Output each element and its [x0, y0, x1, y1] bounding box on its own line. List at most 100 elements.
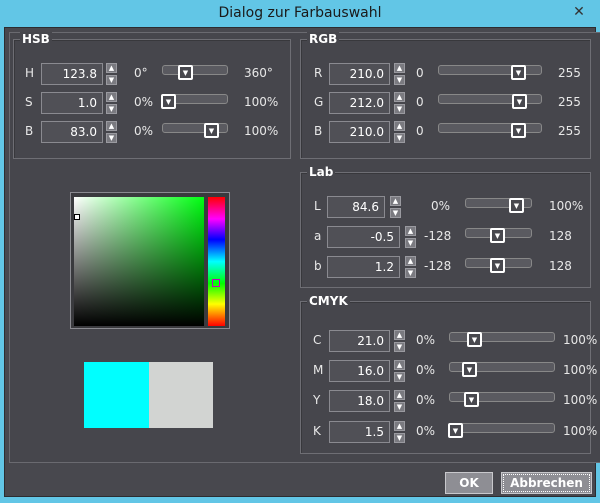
- hue-slider[interactable]: [208, 197, 225, 326]
- hsb-b-max-label: 100%: [244, 124, 279, 138]
- hsb-s-input[interactable]: 1.0: [41, 92, 103, 114]
- rgb-b-increment-icon[interactable]: ▲: [394, 121, 405, 131]
- lab-a-increment-icon[interactable]: ▲: [405, 226, 416, 236]
- cmyk-c-spinner[interactable]: ▲ ▼: [394, 330, 405, 352]
- lab-b-slider-thumb[interactable]: ▼: [490, 258, 505, 273]
- cmyk-k-increment-icon[interactable]: ▲: [394, 421, 405, 431]
- hsb-b-increment-icon[interactable]: ▲: [106, 121, 117, 131]
- rgb-b-input[interactable]: 210.0: [329, 121, 390, 143]
- cmyk-m-increment-icon[interactable]: ▲: [394, 360, 405, 370]
- cancel-button[interactable]: Abbrechen: [501, 472, 592, 494]
- sv-cursor[interactable]: [74, 214, 80, 220]
- cmyk-c-slider-track[interactable]: [449, 332, 555, 342]
- cmyk-c-input[interactable]: 21.0: [329, 330, 390, 352]
- lab-l-slider-track[interactable]: [465, 198, 532, 208]
- cmyk-c-label: C: [313, 333, 322, 347]
- hsb-b-slider-thumb[interactable]: ▼: [204, 123, 219, 138]
- cmyk-y-slider-track[interactable]: [449, 392, 555, 402]
- hsb-h-slider-thumb[interactable]: ▼: [178, 65, 193, 80]
- rgb-r-slider-thumb[interactable]: ▼: [511, 65, 526, 80]
- cmyk-y-decrement-icon[interactable]: ▼: [394, 402, 405, 412]
- lab-l-decrement-icon[interactable]: ▼: [390, 208, 401, 218]
- hsb-h-label: H: [25, 66, 35, 80]
- lab-b-label: b: [314, 259, 322, 273]
- cmyk-m-row: M 16.0 ▲ ▼ 0% ▼ 100%: [0, 360, 600, 382]
- rgb-r-input[interactable]: 210.0: [329, 63, 390, 85]
- lab-b-max-label: 128: [549, 259, 572, 273]
- cmyk-y-min-label: 0%: [416, 393, 436, 407]
- hsb-s-increment-icon[interactable]: ▲: [106, 92, 117, 102]
- lab-label: Lab: [307, 165, 336, 179]
- cmyk-m-spinner[interactable]: ▲ ▼: [394, 360, 405, 382]
- rgb-r-slider-track[interactable]: [438, 65, 542, 75]
- hsb-h-input[interactable]: 123.8: [41, 63, 103, 85]
- rgb-g-increment-icon[interactable]: ▲: [394, 92, 405, 102]
- hsb-b-min-label: 0%: [134, 124, 154, 138]
- cmyk-m-slider-thumb[interactable]: ▼: [462, 362, 477, 377]
- rgb-g-slider-thumb[interactable]: ▼: [512, 94, 527, 109]
- lab-b-input[interactable]: 1.2: [327, 256, 400, 278]
- old-color-swatch: [149, 362, 213, 428]
- lab-l-input[interactable]: 84.6: [327, 196, 385, 218]
- lab-l-spinner[interactable]: ▲ ▼: [390, 196, 401, 218]
- lab-l-increment-icon[interactable]: ▲: [390, 196, 401, 206]
- cmyk-k-max-label: 100%: [563, 424, 598, 438]
- lab-a-input[interactable]: -0.5: [327, 226, 400, 248]
- lab-b-increment-icon[interactable]: ▲: [405, 256, 416, 266]
- hsb-h-slider-track[interactable]: [162, 65, 228, 75]
- cmyk-c-slider-thumb[interactable]: ▼: [467, 332, 482, 347]
- rgb-g-max-label: 255: [558, 95, 581, 109]
- hsb-h-decrement-icon[interactable]: ▼: [106, 75, 117, 85]
- cmyk-y-label: Y: [313, 393, 321, 407]
- rgb-b-min-label: 0: [416, 124, 424, 138]
- hsb-h-increment-icon[interactable]: ▲: [106, 63, 117, 73]
- cmyk-m-max-label: 100%: [563, 363, 598, 377]
- cmyk-c-increment-icon[interactable]: ▲: [394, 330, 405, 340]
- lab-b-decrement-icon[interactable]: ▼: [405, 268, 416, 278]
- rgb-r-spinner[interactable]: ▲ ▼: [394, 63, 405, 85]
- hue-cursor[interactable]: [212, 279, 220, 287]
- hsb-s-row: S 1.0 ▲ ▼ 0% ▼ 100%: [0, 92, 600, 114]
- cmyk-y-slider-thumb[interactable]: ▼: [464, 392, 479, 407]
- cmyk-y-increment-icon[interactable]: ▲: [394, 390, 405, 400]
- hsb-b-slider-track[interactable]: [162, 123, 228, 133]
- cmyk-y-input[interactable]: 18.0: [329, 390, 390, 412]
- hsb-h-spinner[interactable]: ▲ ▼: [106, 63, 117, 85]
- cmyk-y-spinner[interactable]: ▲ ▼: [394, 390, 405, 412]
- cmyk-k-slider-track[interactable]: [449, 423, 555, 433]
- hsb-s-slider-thumb[interactable]: ▼: [161, 94, 176, 109]
- rgb-g-input[interactable]: 212.0: [329, 92, 390, 114]
- rgb-b-max-label: 255: [558, 124, 581, 138]
- rgb-r-decrement-icon[interactable]: ▼: [394, 75, 405, 85]
- close-icon[interactable]: ✕: [573, 4, 585, 20]
- rgb-g-slider-track[interactable]: [438, 94, 542, 104]
- lab-l-slider-thumb[interactable]: ▼: [509, 198, 524, 213]
- hsb-s-spinner[interactable]: ▲ ▼: [106, 92, 117, 114]
- cmyk-k-decrement-icon[interactable]: ▼: [394, 433, 405, 443]
- cmyk-m-slider-track[interactable]: [449, 362, 555, 372]
- hsb-s-decrement-icon[interactable]: ▼: [106, 104, 117, 114]
- ok-button[interactable]: OK: [445, 472, 493, 494]
- lab-a-spinner[interactable]: ▲ ▼: [405, 226, 416, 248]
- rgb-b-decrement-icon[interactable]: ▼: [394, 133, 405, 143]
- cmyk-k-input[interactable]: 1.5: [329, 421, 390, 443]
- rgb-b-slider-thumb[interactable]: ▼: [511, 123, 526, 138]
- cmyk-k-spinner[interactable]: ▲ ▼: [394, 421, 405, 443]
- cmyk-c-decrement-icon[interactable]: ▼: [394, 342, 405, 352]
- cmyk-m-input[interactable]: 16.0: [329, 360, 390, 382]
- hsb-b-decrement-icon[interactable]: ▼: [106, 133, 117, 143]
- rgb-g-decrement-icon[interactable]: ▼: [394, 104, 405, 114]
- lab-a-slider-thumb[interactable]: ▼: [490, 228, 505, 243]
- cmyk-m-decrement-icon[interactable]: ▼: [394, 372, 405, 382]
- lab-b-spinner[interactable]: ▲ ▼: [405, 256, 416, 278]
- rgb-g-spinner[interactable]: ▲ ▼: [394, 92, 405, 114]
- hsb-b-input[interactable]: 83.0: [41, 121, 103, 143]
- rgb-b-slider-track[interactable]: [438, 123, 542, 133]
- rgb-b-spinner[interactable]: ▲ ▼: [394, 121, 405, 143]
- hsb-b-spinner[interactable]: ▲ ▼: [106, 121, 117, 143]
- rgb-b-row: B 210.0 ▲ ▼ 0 ▼ 255: [0, 121, 600, 143]
- rgb-r-increment-icon[interactable]: ▲: [394, 63, 405, 73]
- lab-a-decrement-icon[interactable]: ▼: [405, 238, 416, 248]
- cmyk-k-slider-thumb[interactable]: ▼: [448, 423, 463, 438]
- saturation-brightness-field[interactable]: [74, 197, 204, 326]
